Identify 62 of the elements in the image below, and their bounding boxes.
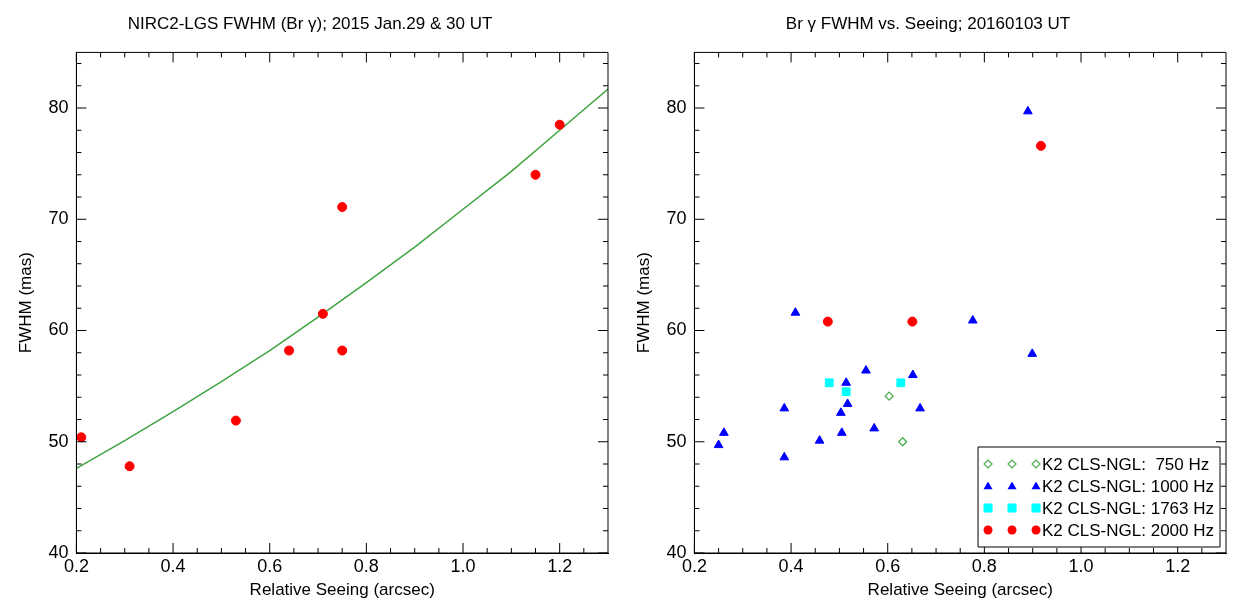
- point: [814, 435, 825, 444]
- x-tick-label: 1.2: [547, 555, 573, 576]
- legend-label: K2 CLS-NGL: 1763 Hz: [1042, 498, 1214, 518]
- legend-label: K2 CLS-NGL: 750 Hz: [1042, 454, 1210, 474]
- chart-title: Br γ FWHM vs. Seeing; 20160103 UT: [785, 13, 1071, 33]
- x-tick-label: 0.4: [778, 555, 804, 576]
- point: [896, 378, 906, 388]
- y-tick-label: 80: [666, 96, 687, 117]
- point: [317, 308, 328, 319]
- y-axis-title: FWHM (mas): [633, 252, 653, 354]
- x-axis-title: Relative Seeing (arcsec): [867, 580, 1053, 600]
- y-tick-label: 70: [666, 208, 687, 229]
- point: [530, 169, 541, 180]
- legend-label: K2 CLS-NGL: 2000 Hz: [1042, 520, 1214, 540]
- y-tick-label: 60: [666, 319, 687, 340]
- point: [1027, 348, 1038, 357]
- point: [713, 439, 724, 449]
- legend-label: K2 CLS-NGL: 1000 Hz: [1042, 476, 1214, 496]
- x-tick-label: 1.0: [450, 555, 476, 576]
- point: [719, 427, 729, 436]
- point: [907, 316, 918, 327]
- y-tick-label: 50: [48, 430, 69, 451]
- point: [337, 202, 348, 213]
- x-tick-label: 1.2: [1165, 555, 1191, 576]
- point: [836, 427, 847, 436]
- x-axis-title: Relative Seeing (arcsec): [249, 580, 435, 600]
- x-tick-label: 0.4: [160, 555, 186, 576]
- x-tick-label: 0.8: [353, 555, 379, 576]
- point: [337, 345, 348, 356]
- point: [779, 451, 790, 461]
- point: [824, 378, 834, 388]
- x-tick-label: 0.6: [257, 555, 283, 576]
- point: [861, 365, 871, 374]
- point: [869, 422, 880, 432]
- y-axis-title: FWHM (mas): [15, 252, 35, 354]
- chart-title: NIRC2-LGS FWHM (Br γ); 2015 Jan.29 & 30 UT: [127, 13, 493, 33]
- point: [884, 391, 894, 401]
- y-tick-label: 80: [48, 96, 69, 117]
- point: [908, 369, 918, 379]
- x-tick-label: 0.6: [875, 555, 901, 576]
- point: [967, 315, 978, 324]
- point: [841, 377, 851, 386]
- y-tick-label: 50: [666, 430, 687, 451]
- x-tick-label: 1.0: [1068, 555, 1094, 576]
- point: [836, 407, 846, 416]
- point: [841, 387, 851, 397]
- point: [790, 307, 801, 316]
- point: [822, 316, 833, 327]
- point: [554, 119, 565, 130]
- point: [124, 461, 135, 472]
- point: [842, 398, 853, 407]
- point: [898, 437, 908, 447]
- point: [779, 402, 790, 412]
- point: [1035, 140, 1046, 151]
- point: [915, 402, 925, 412]
- y-tick-label: 70: [48, 208, 69, 229]
- point: [1023, 105, 1033, 115]
- point: [284, 345, 295, 356]
- point: [76, 432, 87, 443]
- x-tick-label: 0.8: [971, 555, 997, 576]
- point: [230, 415, 241, 426]
- y-tick-label: 60: [48, 319, 69, 340]
